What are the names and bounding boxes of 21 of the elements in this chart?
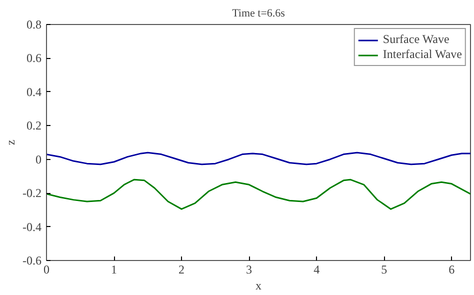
y-tick-label: -0.4 [22, 220, 42, 234]
y-tick-label: 0.2 [26, 118, 42, 133]
y-tick-label: 0.4 [26, 84, 42, 99]
y-tick-label: -0.2 [22, 186, 42, 200]
y-tick-label: -0.6 [22, 254, 42, 268]
x-axis-title: x [256, 278, 262, 292]
x-tick-label: 2 [178, 262, 185, 276]
y-tick-label: 0.6 [26, 51, 42, 66]
y-axis-title: z [4, 140, 18, 146]
x-tick-label: 1 [111, 262, 118, 276]
legend-label: Surface Wave [382, 32, 450, 47]
x-tick-label: 6 [448, 262, 455, 276]
x-tick-label: 4 [314, 262, 320, 276]
x-tick-label: 3 [246, 262, 252, 276]
chart-title: Time t=6.6s [232, 8, 285, 20]
y-tick-label: 0.8 [26, 18, 42, 32]
line-series [46, 152, 470, 166]
x-tick-label: 5 [381, 262, 388, 276]
y-tick-label: 0 [36, 152, 42, 166]
line-series [46, 178, 470, 210]
legend-label: Interfacial Wave [382, 47, 462, 62]
